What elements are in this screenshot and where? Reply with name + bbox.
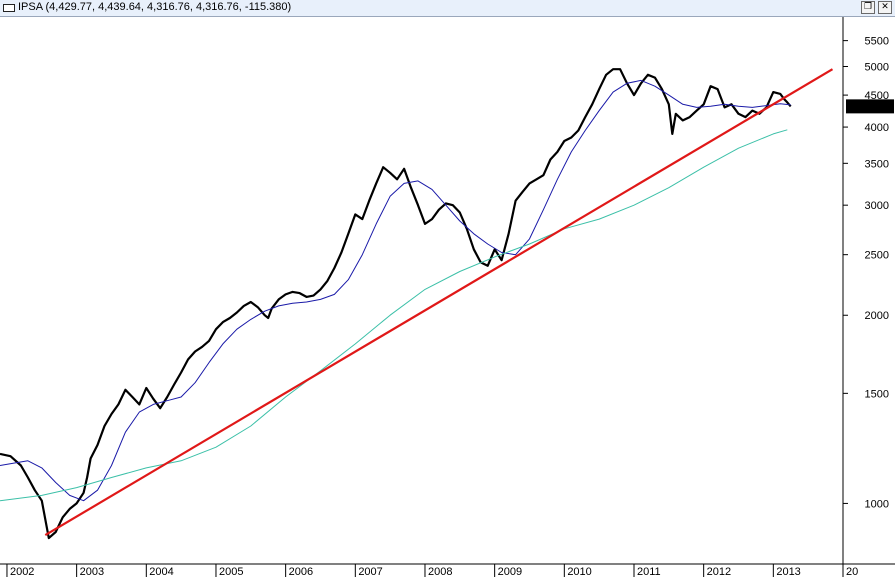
y-tick-label: 4000 [865,122,889,134]
y-tick-label: 2500 [865,250,889,262]
x-tick-label: 20 [846,566,858,577]
last-value-label: 4316.76 [850,101,890,113]
y-tick-label: 2000 [865,310,889,322]
chart-window-icon [3,4,15,12]
y-tick-label: 1000 [865,498,889,510]
plot-area [0,17,843,564]
window-titlebar: IPSA (4,429.77, 4,439.64, 4,316.76, 4,31… [0,0,895,17]
price-chart: 1000 1500 2000 2500 3000 3500 4000 4500 5000 5500… [0,17,895,577]
x-tick-label: 2012 [707,566,731,577]
x-tick-label: 2006 [289,566,313,577]
y-tick-label: 4500 [865,90,889,102]
last-value-badge: 4316.76 [846,99,894,114]
x-tick-label: 2005 [219,566,243,577]
window-title: IPSA (4,429.77, 4,439.64, 4,316.76, 4,31… [18,1,292,13]
x-tick-label: 2002 [10,566,34,577]
short-ma-line [0,79,791,502]
price-line [0,68,792,540]
y-tick-label: 5500 [865,36,889,48]
y-tick-label: 1500 [865,388,889,400]
long-ma-line [0,129,788,502]
x-tick-label: 2011 [637,566,661,577]
trend-line [44,68,834,537]
x-tick-label: 2013 [776,566,800,577]
y-axis-ticks: 1000 1500 2000 2500 3000 3500 4000 4500 5000 5500 [843,36,889,510]
series-layer [0,68,834,540]
close-window-icon[interactable]: ✕ [878,1,892,14]
restore-window-icon[interactable]: ❐ [861,1,875,14]
x-tick-label: 2010 [567,566,591,577]
x-tick-label: 2009 [498,566,522,577]
y-tick-label: 5000 [865,61,889,73]
x-tick-label: 2007 [358,566,382,577]
x-tick-label: 2008 [428,566,452,577]
x-tick-label: 2003 [80,566,104,577]
x-tick-label: 2004 [149,566,173,577]
x-axis-ticks: 2002 2003 2004 2005 2006 2007 2008 2009 2010 2011… [6,564,858,577]
y-tick-label: 3500 [865,158,889,170]
y-tick-label: 3000 [865,200,889,212]
